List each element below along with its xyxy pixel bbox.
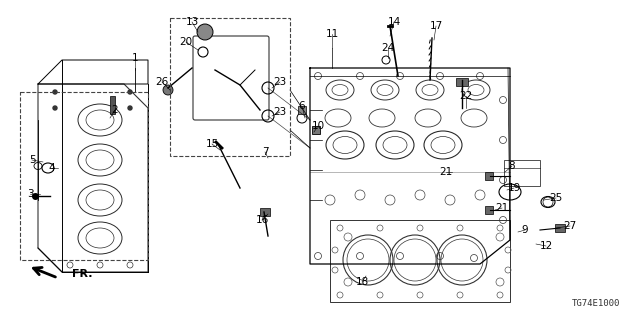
Text: 2: 2 bbox=[112, 105, 118, 115]
Text: 7: 7 bbox=[262, 147, 268, 157]
Text: 16: 16 bbox=[255, 215, 269, 225]
Text: 23: 23 bbox=[273, 77, 287, 87]
Text: 8: 8 bbox=[509, 161, 515, 171]
Text: 3: 3 bbox=[27, 189, 33, 199]
Text: 21: 21 bbox=[495, 203, 509, 213]
Text: 11: 11 bbox=[325, 29, 339, 39]
Text: 24: 24 bbox=[381, 43, 395, 53]
Text: 5: 5 bbox=[29, 155, 35, 165]
Text: 21: 21 bbox=[440, 167, 452, 177]
Text: 26: 26 bbox=[156, 77, 168, 87]
Text: 18: 18 bbox=[355, 277, 369, 287]
Text: 4: 4 bbox=[49, 163, 55, 173]
Bar bbox=[504, 160, 540, 186]
Text: 17: 17 bbox=[429, 21, 443, 31]
Bar bbox=[485, 206, 493, 214]
Text: FR.: FR. bbox=[72, 269, 93, 279]
Bar bbox=[260, 208, 270, 216]
Bar bbox=[298, 106, 306, 114]
Circle shape bbox=[128, 106, 132, 110]
Bar bbox=[20, 92, 148, 260]
Bar bbox=[330, 220, 510, 302]
Bar bbox=[312, 126, 320, 134]
Text: 27: 27 bbox=[563, 221, 577, 231]
Text: 19: 19 bbox=[508, 183, 520, 193]
Text: 15: 15 bbox=[205, 139, 219, 149]
Bar bbox=[555, 224, 565, 232]
Circle shape bbox=[53, 106, 57, 110]
Text: TG74E1000: TG74E1000 bbox=[572, 299, 620, 308]
Text: 1: 1 bbox=[132, 53, 138, 63]
Circle shape bbox=[197, 24, 213, 40]
Bar bbox=[110, 96, 115, 114]
Text: 22: 22 bbox=[460, 91, 472, 101]
Text: 14: 14 bbox=[387, 17, 401, 27]
Bar bbox=[456, 78, 468, 86]
Text: 6: 6 bbox=[299, 101, 305, 111]
Text: 12: 12 bbox=[540, 241, 552, 251]
Circle shape bbox=[163, 85, 173, 95]
Text: 20: 20 bbox=[179, 37, 193, 47]
Bar bbox=[485, 172, 493, 180]
Text: 23: 23 bbox=[273, 107, 287, 117]
Text: 13: 13 bbox=[186, 17, 198, 27]
Text: 10: 10 bbox=[312, 121, 324, 131]
Bar bbox=[170, 18, 290, 156]
Text: 25: 25 bbox=[549, 193, 563, 203]
Circle shape bbox=[53, 90, 57, 94]
Circle shape bbox=[128, 90, 132, 94]
Text: 9: 9 bbox=[522, 225, 528, 235]
